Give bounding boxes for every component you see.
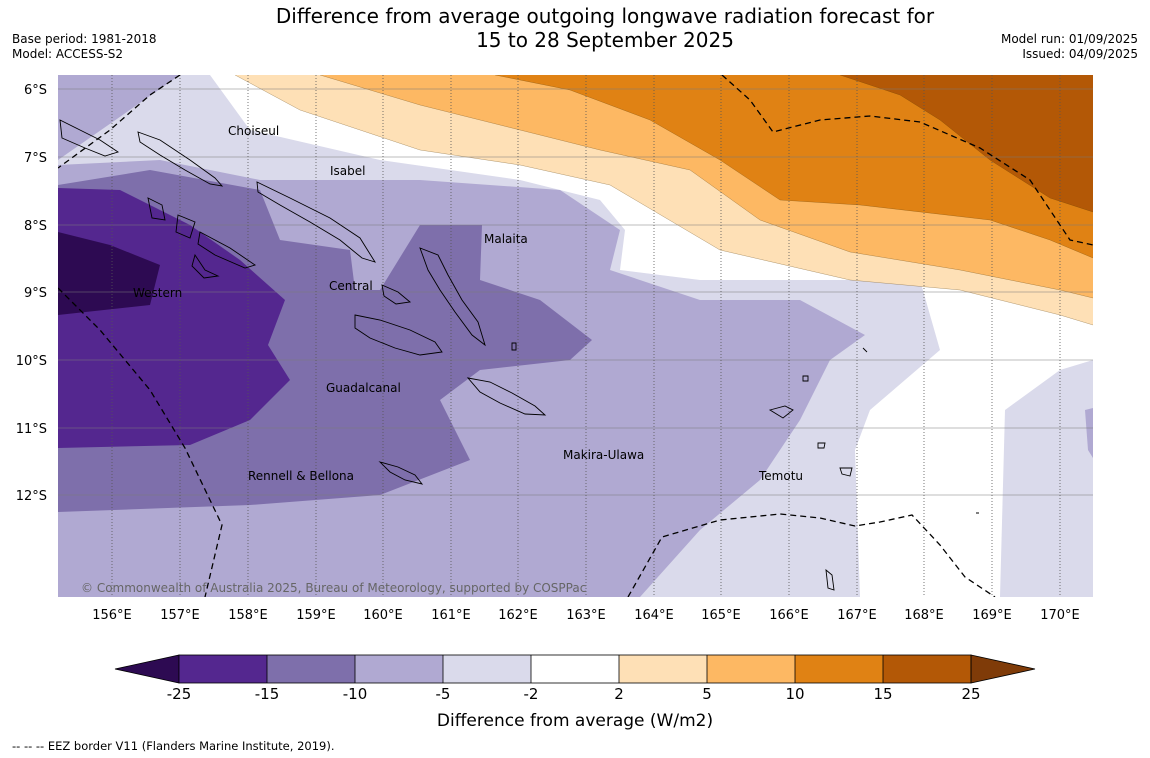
isabel-island [256,181,377,263]
eez-legend-note: -- -- -- EEZ border V11 (Flanders Marine… [12,739,335,753]
band-minus5-minus2-east [1000,360,1093,597]
florida-islands [381,284,412,305]
region-label-rennell-bellona: Rennell & Bellona [248,469,354,483]
lon-label: 168°E [904,608,944,623]
title-line-1: Difference from average outgoing longwav… [275,4,935,28]
lat-label: 9°S [24,286,47,301]
choiseul-island [137,131,224,187]
colorbar-tick: -15 [255,685,280,703]
eez-northeast [721,75,1093,246]
contour-fields [58,75,1093,597]
issued-date: Issued: 04/09/2025 [1022,47,1138,61]
colorbar-segment [883,655,971,683]
coastlines [59,119,979,591]
region-label-central: Central [329,279,373,293]
colorbar-extend-high [970,654,1036,684]
lon-label: 165°E [701,608,741,623]
region-labels: Choiseul Isabel Malaita Western Central … [133,124,803,483]
region-label-makira-ulawa: Makira-Ulawa [563,448,644,462]
small-islets [59,119,979,591]
colorbar-tick: 10 [785,685,804,703]
region-label-choiseul: Choiseul [228,124,279,138]
lon-label: 162°E [498,608,538,623]
colorbar-segment [179,655,267,683]
band-minus10-minus5-east [1085,408,1093,458]
lon-label: 156°E [92,608,132,623]
lon-label: 158°E [228,608,268,623]
colorbar: -25 -15 -10 -5 -2 2 5 10 15 25 Differenc… [114,654,1036,731]
lon-label: 164°E [634,608,674,623]
colorbar-tick: -2 [524,685,539,703]
meridians [111,75,1061,597]
eez-west [58,75,181,169]
malaita-island [419,247,486,347]
makira-island [466,377,547,416]
lon-label: 161°E [431,608,471,623]
lat-label: 10°S [16,354,47,369]
band-below-minus25 [58,232,160,315]
lat-label: 8°S [24,219,47,234]
lon-label: 160°E [363,608,403,623]
lat-label: 11°S [16,422,47,437]
model-run: Model run: 01/09/2025 [1000,32,1138,46]
graticule [58,88,1093,496]
lon-label: 170°E [1040,608,1080,623]
colorbar-tick: 5 [702,685,712,703]
meta-left: Base period: 1981-2018 Model: ACCESS-S2 [12,32,157,62]
colorbar-segment [267,655,355,683]
chart-title: Difference from average outgoing longwav… [230,4,980,52]
contour-lines [234,75,1093,326]
lat-label: 7°S [24,151,47,166]
guadalcanal-island [354,314,443,356]
region-label-guadalcanal: Guadalcanal [326,381,401,395]
lon-labels: 156°E 157°E 158°E 159°E 160°E 161°E 162°… [92,608,1080,623]
colorbar-tick: -5 [436,685,451,703]
band-minus10-minus5-nw [58,75,180,160]
model-name: Model: ACCESS-S2 [12,47,124,61]
colorbar-segment [619,655,707,683]
colorbar-frame [178,654,972,684]
region-label-isabel: Isabel [330,164,365,178]
lat-labels: 6°S 7°S 8°S 9°S 10°S 11°S 12°S [16,83,47,504]
colorbar-segment [531,655,619,683]
rennell-island [378,461,424,485]
lat-label: 12°S [16,489,47,504]
title-line-2: 15 to 28 September 2025 [476,28,734,52]
region-label-malaita: Malaita [484,232,528,246]
region-label-temotu: Temotu [758,469,803,483]
lon-label: 159°E [296,608,336,623]
colorbar-segment [443,655,531,683]
colorbar-tick: 2 [614,685,624,703]
colorbar-tick: 25 [961,685,980,703]
colorbar-label: Difference from average (W/m2) [437,711,713,731]
eez-southeast [627,513,996,597]
colorbar-tick: -25 [167,685,192,703]
colorbar-dividers [266,655,884,683]
copyright-text: © Commonwealth of Australia 2025, Bureau… [81,581,586,595]
base-period: Base period: 1981-2018 [12,32,157,46]
eez-borders [58,75,1093,597]
colorbar-extend-low [114,654,180,684]
colorbar-segment [795,655,883,683]
region-label-western: Western [133,286,182,300]
colorbar-segment [355,655,443,683]
lon-label: 169°E [972,608,1012,623]
lon-label: 157°E [160,608,200,623]
meta-right: Model run: 01/09/2025 Issued: 04/09/2025 [1001,32,1138,62]
colorbar-segment [707,655,795,683]
lon-label: 163°E [566,608,606,623]
colorbar-tick: 15 [873,685,892,703]
band-plus15-plus25 [840,75,1093,212]
lat-label: 6°S [24,83,47,98]
colorbar-tick: -10 [343,685,368,703]
lon-label: 166°E [769,608,809,623]
colorbar-ticks: -25 -15 -10 -5 -2 2 5 10 15 25 [167,685,981,703]
lon-label: 167°E [837,608,877,623]
santa-cruz-islands [768,405,853,477]
new-georgia-islands [147,197,257,279]
eez-southwest [58,287,223,597]
